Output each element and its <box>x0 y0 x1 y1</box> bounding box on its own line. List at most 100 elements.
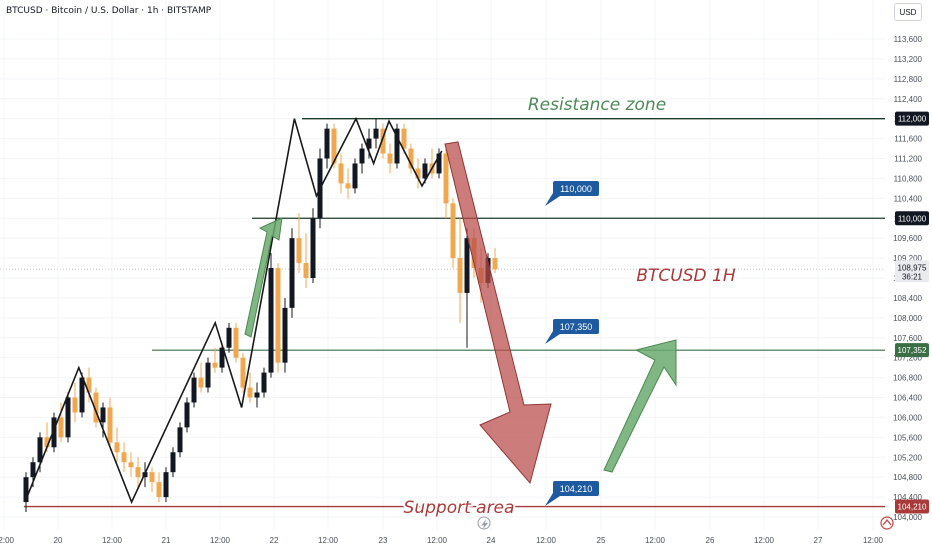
time-tick-3: 21 <box>162 536 171 545</box>
candle-body-25 <box>198 377 204 388</box>
candle-body-62 <box>457 258 463 293</box>
replay-icon[interactable] <box>477 516 491 530</box>
time-tick-12: 12:00 <box>645 536 666 545</box>
candle-body-51 <box>380 128 386 154</box>
candle-body-2 <box>37 437 43 463</box>
time-tick-15: 27 <box>814 536 823 545</box>
candle-body-40 <box>303 263 309 278</box>
candle-body-30 <box>233 327 239 358</box>
price-axis[interactable]: 113,600 113,200 112,800 112,400 112,000 111,6… <box>885 0 932 550</box>
callout-104210: 104,210 <box>545 481 599 506</box>
candle-body-22 <box>177 427 183 453</box>
price-tick-0: 113,600 <box>894 35 923 44</box>
candle-body-54 <box>401 128 407 149</box>
candle-body-45 <box>338 163 344 184</box>
candle-body-67 <box>492 258 498 270</box>
candle-body-60 <box>443 153 449 204</box>
zigzag-pattern <box>25 116 443 505</box>
price-tick-5: 111,600 <box>894 135 922 144</box>
candle-body-49 <box>366 138 372 149</box>
price-label-3: 104,210 <box>898 503 927 512</box>
time-tick-10: 12:00 <box>536 536 557 545</box>
price-label-bg-1 <box>895 211 929 226</box>
candle-body-63 <box>464 238 470 293</box>
time-tick-11: 25 <box>597 536 606 545</box>
logo-icon <box>880 516 894 530</box>
price-label-2: 107,352 <box>898 346 927 355</box>
price-tick-19: 106,000 <box>893 413 922 422</box>
price-label-bg-0 <box>895 111 929 126</box>
candle-body-10 <box>93 392 99 423</box>
price-tick-14: 108,000 <box>893 314 922 323</box>
candle-body-14 <box>121 452 127 463</box>
time-tick-16: 12:00 <box>863 536 884 545</box>
price-tick-24: 104,000 <box>893 513 922 522</box>
time-tick-8: 12:00 <box>427 536 448 545</box>
price-tick-21: 105,200 <box>893 453 922 462</box>
candle-body-44 <box>331 128 337 164</box>
candle-body-18 <box>149 472 155 483</box>
candle-body-1 <box>30 462 36 478</box>
candle-body-12 <box>107 407 113 443</box>
candle-body-6 <box>65 397 71 438</box>
candle-body-32 <box>247 387 253 398</box>
candle-body-24 <box>191 377 197 403</box>
candle-body-46 <box>345 183 351 189</box>
candle-body-35 <box>268 268 274 373</box>
price-tick-6: 111,200 <box>894 155 922 164</box>
candle-body-56 <box>415 168 421 179</box>
time-tick-4: 12:00 <box>210 536 231 545</box>
svg-text:107,350: 107,350 <box>560 322 593 332</box>
red-arrow-down <box>444 141 552 485</box>
price-tick-10: 109,600 <box>893 234 922 243</box>
candle-body-59 <box>436 153 442 174</box>
candle-body-61 <box>450 203 456 259</box>
currency-button[interactable]: USD <box>894 3 922 21</box>
candle-body-5 <box>58 417 64 438</box>
candle-body-41 <box>310 218 316 278</box>
horizontal-levels <box>24 118 885 508</box>
candle-body-57 <box>422 163 428 179</box>
price-tick-16: 107,200 <box>893 354 922 363</box>
time-tick-9: 24 <box>487 536 496 545</box>
candle-body-34 <box>261 372 267 393</box>
price-label-1: 110,000 <box>898 214 927 223</box>
time-tick-5: 22 <box>270 536 279 545</box>
green-arrow-up <box>603 339 677 473</box>
price-tick-15: 107,600 <box>893 334 922 343</box>
price-tick-23: 104,400 <box>893 493 922 502</box>
price-tick-20: 105,600 <box>893 433 922 442</box>
time-axis[interactable]: 12:00 20 12:00 21 12:00 22 12:00 23 12:00 24 12:00… <box>0 536 884 545</box>
current-price-label: 108,975 <box>898 263 927 272</box>
candle-body-39 <box>296 238 302 264</box>
green-arrow-small <box>244 217 283 338</box>
candle-body-20 <box>163 472 169 498</box>
candle-body-7 <box>72 397 78 413</box>
time-tick-1: 20 <box>54 536 63 545</box>
time-tick-0: 12:00 <box>0 536 15 545</box>
chart-title-label: BTCUSD 1H <box>636 266 735 286</box>
annotation-labels: Resistance zone Support area BTCUSD 1H 1… <box>402 93 736 520</box>
chart-icons <box>477 516 894 530</box>
candle-body-19 <box>156 482 162 498</box>
time-tick-13: 26 <box>706 536 715 545</box>
candle-body-4 <box>51 417 57 448</box>
price-tick-13: 108,400 <box>893 294 922 303</box>
candle-body-28 <box>219 347 225 368</box>
candle-body-3 <box>44 437 50 448</box>
price-label-bg-2 <box>895 343 929 358</box>
time-tick-7: 23 <box>379 536 388 545</box>
zigzag-line <box>25 116 443 505</box>
support-area-label: Support area <box>404 498 515 518</box>
price-tick-3: 112,400 <box>894 95 923 104</box>
candle-body-13 <box>114 442 120 453</box>
candle-body-0 <box>23 477 29 503</box>
price-tick-22: 104,800 <box>893 473 922 482</box>
candle-body-8 <box>79 377 85 413</box>
svg-text:104,210: 104,210 <box>560 484 593 494</box>
symbol-title[interactable]: BTCUSD · Bitcoin / U.S. Dollar · 1h · BI… <box>6 6 212 16</box>
candle-body-38 <box>289 238 295 308</box>
candle-body-50 <box>373 128 379 139</box>
candle-body-29 <box>226 327 232 348</box>
